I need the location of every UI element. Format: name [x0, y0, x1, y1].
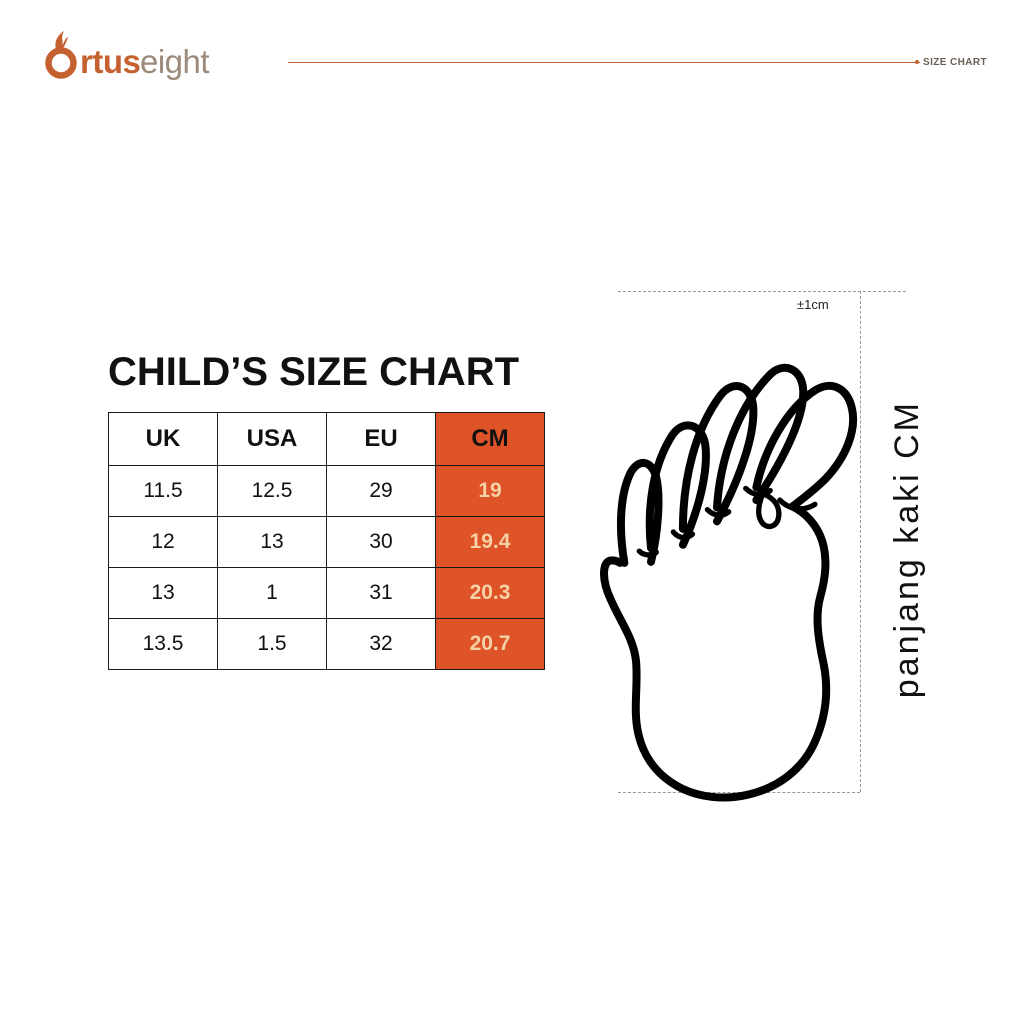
svg-text:rtus: rtus: [80, 43, 140, 80]
svg-text:eight: eight: [140, 43, 209, 80]
